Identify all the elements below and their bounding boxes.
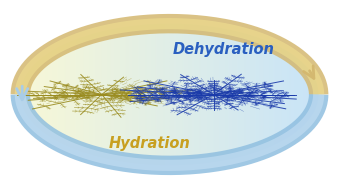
Text: Dehydration: Dehydration [173, 42, 275, 57]
Text: Hydration: Hydration [108, 136, 190, 151]
